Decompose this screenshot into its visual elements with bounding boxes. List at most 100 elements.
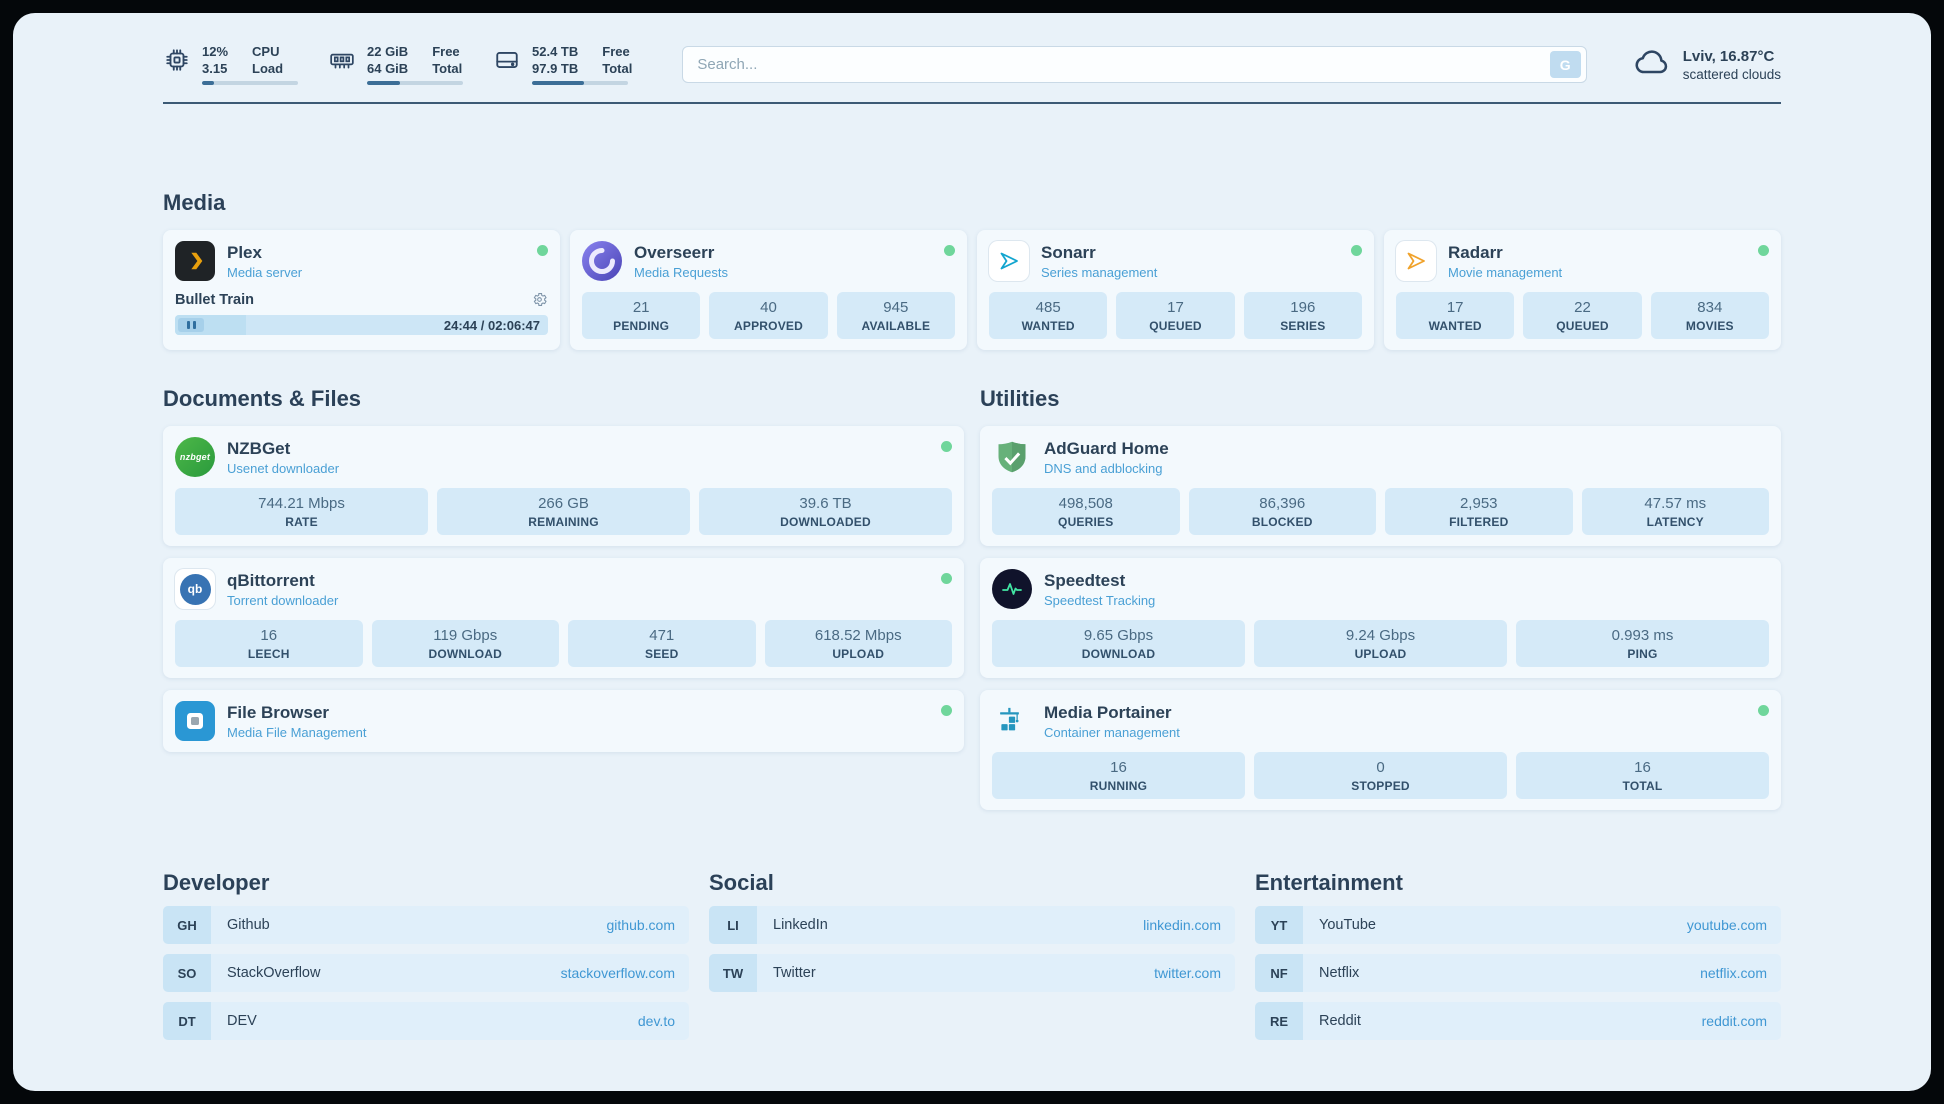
stat-value: 17 <box>1446 299 1464 316</box>
app-subtitle: Container management <box>1044 724 1180 740</box>
now-playing-title: Bullet Train <box>175 291 254 308</box>
stat-label: BLOCKED <box>1251 515 1313 529</box>
stat-label: PENDING <box>613 319 670 333</box>
bookmark-url[interactable]: reddit.com <box>1701 1013 1767 1029</box>
stat-value: 39.6 TB <box>799 495 852 512</box>
bookmark-youtube[interactable]: YT YouTube youtube.com <box>1255 906 1781 944</box>
app-subtitle: DNS and adblocking <box>1044 460 1163 476</box>
overseerr-card[interactable]: Overseerr Media Requests 21 PENDING 40 A… <box>570 230 967 350</box>
stat-label: SERIES <box>1280 319 1326 333</box>
status-dot <box>1351 245 1362 256</box>
bookmark-url[interactable]: linkedin.com <box>1143 917 1221 933</box>
bookmark-url[interactable]: netflix.com <box>1700 965 1767 981</box>
playback-progress-bar[interactable]: 24:44 / 02:06:47 <box>175 315 548 335</box>
stat-value: 0 <box>1376 759 1385 776</box>
bookmark-github[interactable]: GH Github github.com <box>163 906 689 944</box>
bookmark-linkedin[interactable]: LI LinkedIn linkedin.com <box>709 906 1235 944</box>
filebrowser-card[interactable]: File Browser Media File Management <box>163 690 964 752</box>
twitter-badge-icon: TW <box>709 954 757 992</box>
stat-tile: 86,396 BLOCKED <box>1188 488 1376 535</box>
stat-label: RUNNING <box>1089 779 1148 793</box>
stat-tile: 47.57 ms LATENCY <box>1581 488 1769 535</box>
qbittorrent-card[interactable]: qb qBittorrent Torrent downloader 16 <box>163 558 964 678</box>
pause-icon[interactable] <box>178 318 204 332</box>
stat-value: 498,508 <box>1058 495 1113 512</box>
disk-free-value: 52.4 TB <box>532 44 579 59</box>
stat-value: 16 <box>1634 759 1651 776</box>
app-name: Sonarr <box>1041 242 1096 262</box>
cpu-icon <box>163 46 191 74</box>
status-dot <box>537 245 548 256</box>
documents-section-title: Documents & Files <box>163 386 362 411</box>
stat-value: 2,953 <box>1459 495 1498 512</box>
stat-tile: 39.6 TB DOWNLOADED <box>699 488 952 535</box>
stat-tile: 498,508 QUERIES <box>992 488 1180 535</box>
disk-free-label: Free <box>602 44 630 59</box>
speedtest-card[interactable]: Speedtest Speedtest Tracking 9.65 Gbps D… <box>980 558 1781 678</box>
status-dot <box>941 441 952 452</box>
stat-value: 119 Gbps <box>433 627 498 644</box>
plex-card[interactable]: Plex Media server Bullet Train <box>163 230 560 350</box>
sonarr-card[interactable]: Sonarr Series management 485 WANTED 17 Q… <box>977 230 1374 350</box>
weather-location: Lviv, 16.87°C <box>1682 47 1775 65</box>
bookmark-url[interactable]: stackoverflow.com <box>560 965 675 981</box>
stat-tile: 16 TOTAL <box>1516 752 1769 799</box>
search-go-button[interactable]: G <box>1549 51 1581 78</box>
stat-value: 618.52 Mbps <box>814 627 902 644</box>
dev-badge-icon: DT <box>163 1002 211 1040</box>
portainer-card[interactable]: Media Portainer Container management 16 … <box>980 690 1781 810</box>
stat-value: 744.21 Mbps <box>258 495 345 512</box>
bookmark-url[interactable]: youtube.com <box>1686 917 1767 933</box>
stat-tile: 485 WANTED <box>989 292 1108 339</box>
stackoverflow-badge-icon: SO <box>163 954 211 992</box>
stat-tile: 17 QUEUED <box>1116 292 1235 339</box>
stat-label: DOWNLOAD <box>1081 647 1156 661</box>
cpu-label: CPU <box>252 44 280 59</box>
github-badge-icon: GH <box>163 906 211 944</box>
cpu-percent: 12% <box>202 44 229 59</box>
entertainment-section-title: Entertainment <box>1255 870 1403 895</box>
bookmark-reddit[interactable]: RE Reddit reddit.com <box>1255 1002 1781 1040</box>
playback-time: 24:44 / 02:06:47 <box>443 317 540 333</box>
stat-value: 21 <box>632 299 650 316</box>
app-name: Overseerr <box>634 242 715 262</box>
stat-label: APPROVED <box>734 319 803 333</box>
qbittorrent-icon: qb <box>175 569 215 609</box>
bookmark-url[interactable]: twitter.com <box>1154 965 1221 981</box>
cpu-load-value: 3.15 <box>202 61 228 76</box>
gear-icon[interactable] <box>531 291 548 308</box>
ram-free-label: Free <box>432 44 460 59</box>
stat-tile: 9.65 Gbps DOWNLOAD <box>992 620 1245 667</box>
bookmark-url[interactable]: github.com <box>606 917 675 933</box>
bookmark-name: Reddit <box>1319 1013 1361 1029</box>
adguard-icon <box>992 437 1032 477</box>
bookmark-netflix[interactable]: NF Netflix netflix.com <box>1255 954 1781 992</box>
bookmark-name: LinkedIn <box>773 917 828 933</box>
radarr-card[interactable]: Radarr Movie management 17 WANTED 22 QUE… <box>1384 230 1781 350</box>
nzbget-card[interactable]: nzbget NZBGet Usenet downloader 744.21 M… <box>163 426 964 546</box>
stat-value: 47.57 ms <box>1644 495 1707 512</box>
social-section: Social LI LinkedIn linkedin.com TW Twitt… <box>709 870 1235 992</box>
stat-label: WANTED <box>1021 319 1075 333</box>
stat-value: 40 <box>760 299 777 316</box>
bookmark-stackoverflow[interactable]: SO StackOverflow stackoverflow.com <box>163 954 689 992</box>
stat-value: 17 <box>1167 299 1184 316</box>
status-dot <box>1758 245 1769 256</box>
adguard-card[interactable]: AdGuard Home DNS and adblocking 498,508 … <box>980 426 1781 546</box>
bookmark-dev[interactable]: DT DEV dev.to <box>163 1002 689 1040</box>
search-input[interactable] <box>697 56 1550 73</box>
weather-condition: scattered clouds <box>1682 66 1781 82</box>
stat-tile: 744.21 Mbps RATE <box>175 488 428 535</box>
stat-value: 16 <box>260 627 278 644</box>
stat-tile: 0.993 ms PING <box>1516 620 1769 667</box>
top-bar: 12% 3.15 CPU Load <box>163 43 1781 86</box>
stat-tile: 16 RUNNING <box>992 752 1245 799</box>
status-dot <box>1758 705 1769 716</box>
stat-tile: 618.52 Mbps UPLOAD <box>764 620 952 667</box>
bookmark-twitter[interactable]: TW Twitter twitter.com <box>709 954 1235 992</box>
stat-label: QUEUED <box>1149 319 1202 333</box>
overseerr-icon <box>582 241 622 281</box>
stat-label: DOWNLOAD <box>428 647 503 661</box>
bookmark-url[interactable]: dev.to <box>637 1013 675 1029</box>
ram-total-value: 64 GiB <box>367 61 409 76</box>
